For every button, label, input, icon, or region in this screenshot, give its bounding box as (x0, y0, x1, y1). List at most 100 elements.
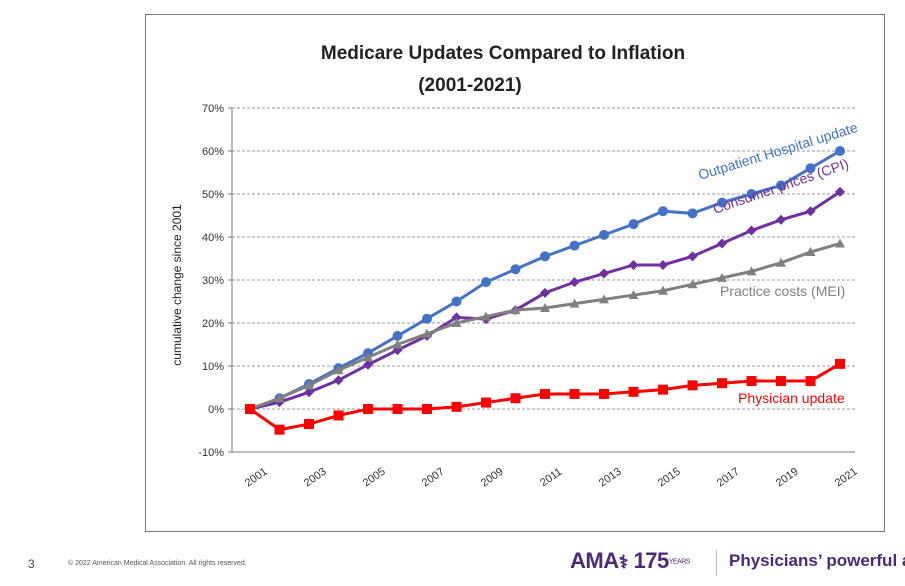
y-tick-label: 60% (202, 146, 224, 158)
data-point (333, 375, 344, 386)
logo-text: AMA (570, 548, 619, 573)
y-tick-label: -10% (198, 447, 224, 459)
data-point (835, 358, 845, 369)
data-point (363, 352, 373, 362)
data-point (569, 277, 580, 288)
data-point (599, 294, 609, 304)
page-number: 3 (28, 557, 35, 571)
x-tick-label: 2021 (833, 466, 860, 490)
data-point (628, 386, 639, 397)
data-point (569, 240, 580, 251)
data-point (717, 238, 727, 249)
data-point (540, 302, 550, 312)
data-point (687, 251, 698, 262)
data-point (776, 214, 786, 225)
data-point (717, 272, 727, 282)
x-tick-label: 2011 (538, 466, 564, 489)
caduceus-icon: ⚕ (618, 552, 629, 572)
data-point (392, 330, 403, 341)
data-point (805, 247, 816, 257)
data-point (363, 359, 373, 370)
data-point (569, 298, 580, 308)
data-point (628, 290, 639, 300)
y-tick-label: 30% (202, 275, 224, 287)
ama-logo: AMA⚕ 175YEARS (570, 548, 690, 574)
x-tick-label: 2009 (479, 466, 506, 490)
data-point (363, 404, 373, 414)
series-label: Physician update (738, 390, 845, 406)
data-point (451, 296, 462, 307)
data-point (510, 305, 521, 315)
x-tick-label: 2005 (361, 466, 388, 490)
data-point (422, 404, 432, 414)
data-point (599, 388, 609, 399)
data-point (658, 285, 668, 295)
chart-title: Medicare Updates Compared to Inflation (321, 43, 685, 64)
data-point (776, 257, 786, 267)
data-point (746, 189, 757, 199)
y-tick-label: 50% (202, 189, 224, 201)
logo-years: 175 (633, 548, 669, 573)
data-point (540, 251, 550, 262)
data-point (717, 197, 727, 208)
data-point (687, 380, 698, 391)
data-point (422, 328, 432, 338)
y-tick-label: 20% (202, 318, 224, 330)
data-point (304, 380, 314, 390)
data-point (333, 365, 344, 375)
copyright: © 2022 American Medical Association. All… (68, 560, 247, 567)
data-point (776, 180, 786, 191)
data-point (658, 259, 668, 270)
data-point (746, 266, 757, 276)
x-tick-label: 2019 (774, 466, 801, 490)
x-tick-label: 2013 (597, 466, 624, 490)
y-tick-label: 40% (202, 232, 224, 244)
data-point (304, 387, 314, 398)
data-point (451, 312, 462, 323)
data-point (599, 229, 609, 240)
data-point (599, 268, 609, 279)
chart-frame (145, 14, 885, 532)
data-point (451, 401, 462, 412)
data-point (510, 393, 521, 404)
logo-years-label: YEARS (668, 558, 691, 566)
data-point (481, 277, 491, 288)
data-point (333, 410, 344, 421)
data-point (481, 397, 491, 408)
data-point (274, 424, 285, 435)
data-point (746, 376, 757, 387)
data-point (540, 388, 550, 399)
footer-divider (716, 550, 717, 576)
data-point (392, 404, 403, 414)
data-point (835, 146, 845, 156)
data-point (805, 163, 816, 174)
data-point (422, 313, 432, 324)
data-point (274, 393, 285, 403)
y-tick-label: 0% (208, 404, 224, 416)
data-point (628, 259, 639, 270)
data-point (569, 388, 580, 399)
data-point (835, 238, 845, 248)
series-label: Practice costs (MEI) (720, 283, 845, 299)
data-point (658, 384, 668, 395)
data-point (304, 419, 314, 430)
y-tick-label: 70% (202, 103, 224, 115)
data-point (835, 186, 845, 197)
data-point (687, 208, 698, 219)
data-point (451, 318, 462, 327)
data-point (540, 287, 550, 298)
data-point (658, 206, 668, 217)
data-point (392, 339, 403, 349)
x-tick-label: 2015 (656, 466, 683, 490)
data-point (481, 311, 491, 321)
data-point (687, 279, 698, 289)
data-point (510, 264, 521, 275)
data-point (805, 206, 816, 217)
data-point (717, 378, 727, 389)
data-point (245, 404, 255, 414)
data-point (805, 376, 816, 387)
tagline: Physicians’ powerful ally (729, 551, 905, 570)
chart-subtitle: (2001-2021) (418, 75, 522, 96)
data-point (776, 376, 786, 387)
